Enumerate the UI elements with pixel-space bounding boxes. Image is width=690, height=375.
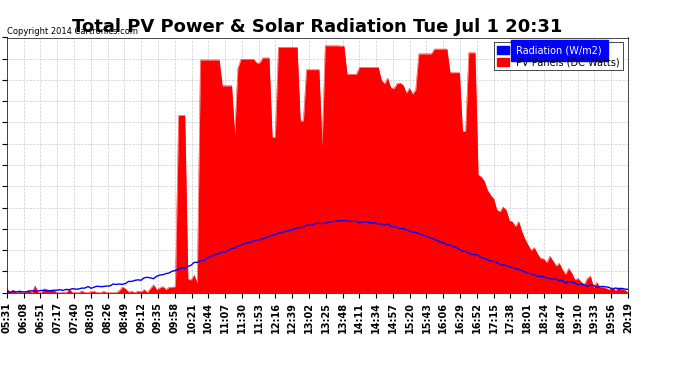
Legend: Radiation (W/m2), PV Panels (DC Watts): Radiation (W/m2), PV Panels (DC Watts) — [494, 42, 623, 70]
Text: Copyright 2014 Cartronics.com: Copyright 2014 Cartronics.com — [7, 27, 138, 36]
Title: Total PV Power & Solar Radiation Tue Jul 1 20:31: Total PV Power & Solar Radiation Tue Jul… — [72, 18, 562, 36]
